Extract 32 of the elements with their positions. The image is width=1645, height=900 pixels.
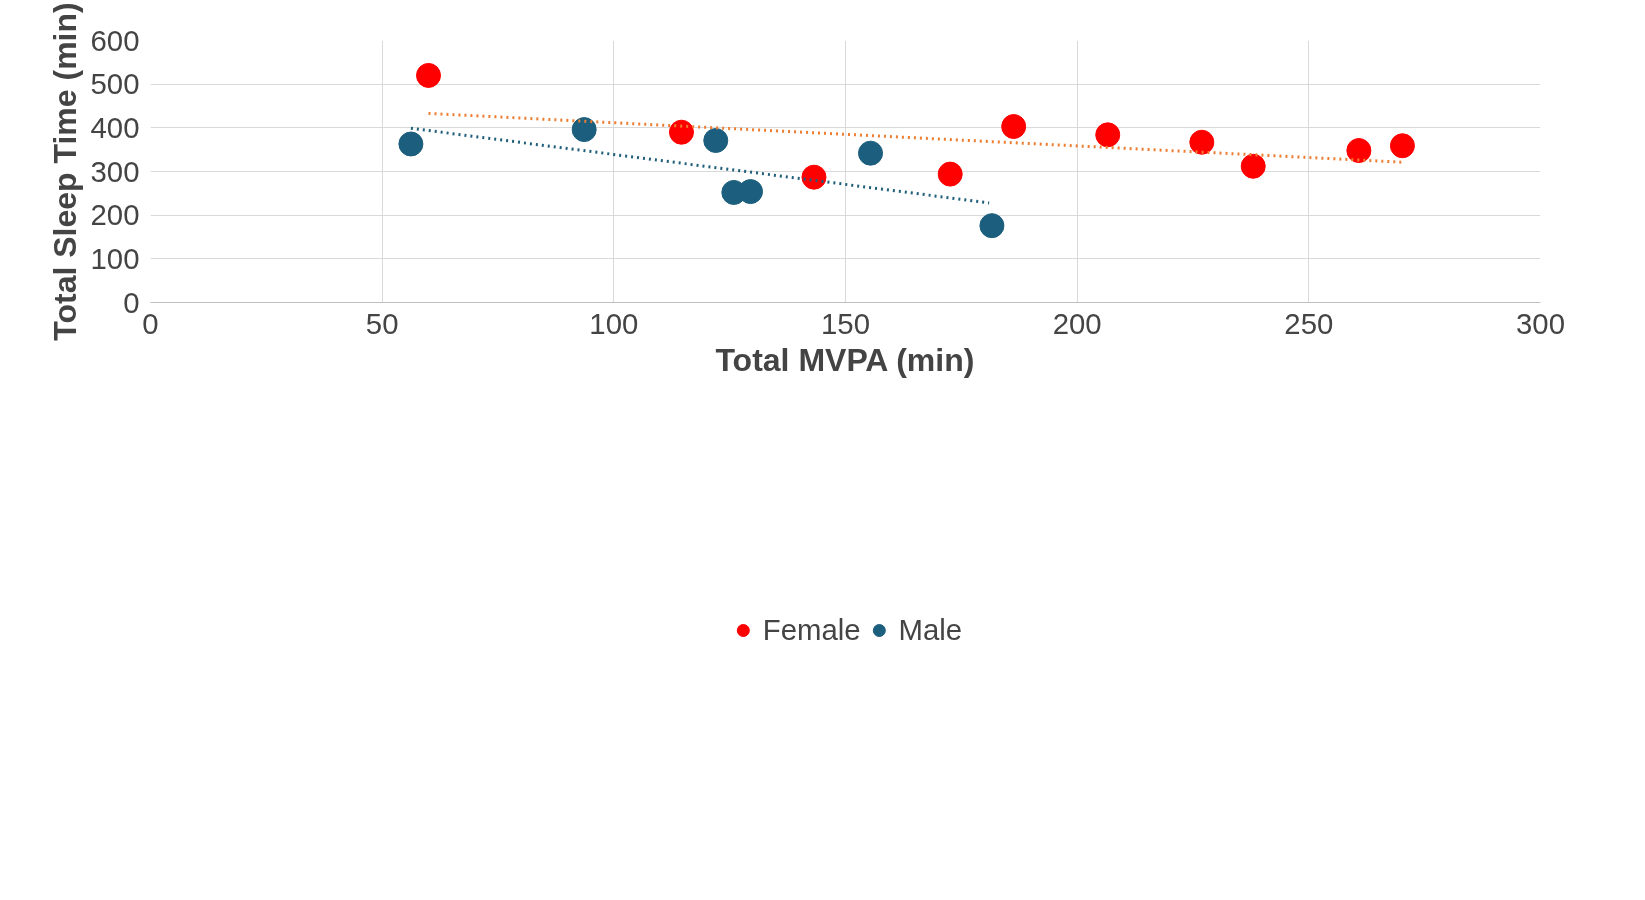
y-tick-label: 400 — [90, 110, 140, 144]
y-tick-label: 500 — [90, 67, 140, 101]
point — [416, 62, 441, 88]
point — [1346, 138, 1372, 164]
y-tick-label: 0 — [123, 285, 140, 319]
x-tick-label: 150 — [821, 306, 870, 340]
x-tick-label: 300 — [1516, 306, 1565, 340]
y-tick-label: 200 — [90, 198, 140, 232]
x-axis-title: Total MVPA (min) — [715, 341, 975, 378]
point — [668, 119, 694, 145]
y-tick-label: 600 — [90, 23, 140, 57]
y-axis-title: Total Sleep Time (min) — [46, 2, 83, 341]
point — [1240, 153, 1266, 179]
y-tick-label: 300 — [90, 154, 140, 188]
y-tick-label: 100 — [90, 241, 140, 275]
point — [703, 128, 729, 153]
legend-label: Female — [762, 613, 861, 647]
x-tick-label: 250 — [1284, 306, 1334, 340]
legend-label: Male — [898, 613, 963, 647]
point — [1095, 122, 1121, 148]
point — [1189, 129, 1215, 155]
point — [801, 164, 827, 190]
point — [571, 117, 597, 143]
x-tick-label: 200 — [1052, 306, 1102, 340]
x-tick-label: 50 — [365, 306, 399, 340]
point — [1001, 114, 1027, 139]
point — [937, 161, 963, 187]
x-tick-label: 100 — [589, 306, 639, 340]
point — [398, 131, 424, 157]
point — [858, 140, 884, 166]
point — [979, 213, 1005, 239]
point — [1389, 133, 1415, 159]
